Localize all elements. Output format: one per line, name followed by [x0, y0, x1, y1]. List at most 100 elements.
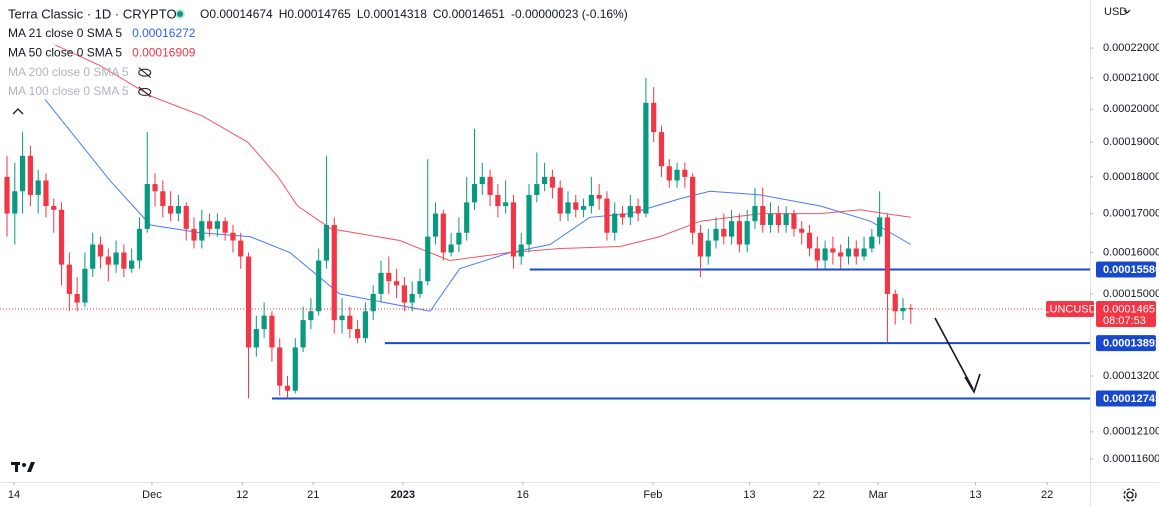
last-price-box [1096, 301, 1156, 328]
ohlc-value: O0.00014674 [200, 7, 273, 21]
candle-body [822, 248, 828, 261]
candle-body [199, 221, 205, 241]
candle-body [518, 244, 524, 257]
candle-body [674, 169, 680, 181]
symbol-label-box [1046, 301, 1094, 318]
candle-body [814, 248, 820, 261]
candle-body [877, 217, 883, 237]
level-label-box [1096, 335, 1156, 352]
y-tick-label: 0.00012100 [1103, 426, 1159, 438]
tradingview-logo [11, 462, 35, 472]
candle-body [479, 176, 485, 185]
candle-body [775, 213, 781, 225]
candle-body [744, 221, 750, 245]
plot-area [0, 44, 1090, 400]
legend-collapse[interactable] [12, 108, 24, 115]
candle-body [604, 198, 610, 233]
candle-body [542, 176, 548, 185]
y-tick-label: 0.00013200 [1103, 370, 1159, 382]
level-label: 0.00013892 [1103, 338, 1159, 350]
candle-body [908, 308, 914, 310]
candle-body [245, 256, 252, 348]
candle-body [409, 293, 415, 303]
x-tick-label: Feb [643, 489, 662, 501]
candle-body [27, 155, 33, 195]
candle-body [549, 176, 556, 188]
y-tick-label: 0.00020000 [1103, 103, 1159, 115]
candle-body [861, 248, 867, 257]
x-tick-label: 12 [236, 489, 248, 501]
candle-body [760, 206, 766, 225]
candle-body [386, 272, 392, 282]
candle-body [729, 221, 735, 237]
y-tick-label: 0.00019000 [1103, 136, 1159, 148]
indicator-name: MA 200 close 0 SMA 5 [8, 65, 129, 79]
candle-body [643, 102, 649, 214]
candle-body [308, 311, 314, 321]
candle-body [214, 221, 220, 229]
candle-body [627, 206, 633, 218]
candle-body [284, 385, 291, 391]
candle-body [393, 281, 400, 286]
candle-body [355, 329, 361, 339]
currency: USD [1104, 6, 1127, 18]
candle-body [339, 315, 345, 321]
symbol-label: LUNCUSD [1043, 303, 1096, 315]
candle-body [417, 281, 423, 294]
candle-body [526, 194, 532, 245]
candle-body [464, 202, 470, 233]
candle-body [316, 260, 322, 312]
chart-title: Terra Classic · 1D · CRYPTO [8, 6, 177, 21]
candle-body [557, 187, 563, 214]
candle-body [690, 176, 696, 233]
candle-body [596, 194, 602, 199]
y-tick-label: 0.00016000 [1103, 246, 1159, 258]
y-tick-label: 0.00015000 [1103, 288, 1159, 300]
candle-body [619, 213, 626, 218]
candle-body [347, 315, 353, 330]
candle-body [448, 244, 454, 253]
candle-body [440, 213, 446, 253]
candle-body [892, 293, 898, 312]
y-tick-label: 0.00018000 [1103, 171, 1159, 183]
hidden-eye-icon[interactable] [138, 87, 152, 96]
candle-body [51, 206, 57, 210]
candle-body [144, 184, 150, 229]
currency-caret[interactable] [1123, 9, 1131, 14]
candle-body [74, 293, 80, 303]
candle-body [565, 202, 571, 214]
candle-body [635, 206, 641, 214]
candle-body [4, 176, 10, 214]
candle-body [300, 320, 306, 348]
candle-body [900, 308, 906, 312]
countdown-label: 08:07:53 [1103, 315, 1146, 327]
y-tick-label: 0.00022000 [1103, 42, 1159, 54]
candle-body [362, 311, 369, 339]
candle-body [487, 176, 493, 195]
candle-body [58, 209, 65, 265]
candle-body [160, 191, 166, 207]
candle-body [752, 206, 758, 222]
candle-body [292, 347, 298, 391]
candle-body [705, 240, 711, 257]
hidden-eye-icon[interactable] [138, 68, 152, 77]
candle-body [588, 194, 594, 207]
candle-body [12, 191, 18, 214]
x-tick-label: 21 [307, 489, 319, 501]
hidden-eye-slash [138, 86, 152, 98]
candle-body [697, 232, 704, 257]
candle-body [152, 184, 158, 192]
candle-body [206, 221, 213, 229]
candle-body [736, 221, 742, 245]
candle-body [97, 244, 104, 257]
hidden-eye-slash [138, 67, 152, 78]
indicator-name: MA 50 close 0 SMA 5 [8, 45, 122, 59]
candle-body [767, 213, 774, 225]
candle-body [853, 248, 859, 257]
settings-icon[interactable] [1123, 488, 1137, 502]
candle-body [791, 213, 797, 229]
candle-body [370, 293, 376, 312]
